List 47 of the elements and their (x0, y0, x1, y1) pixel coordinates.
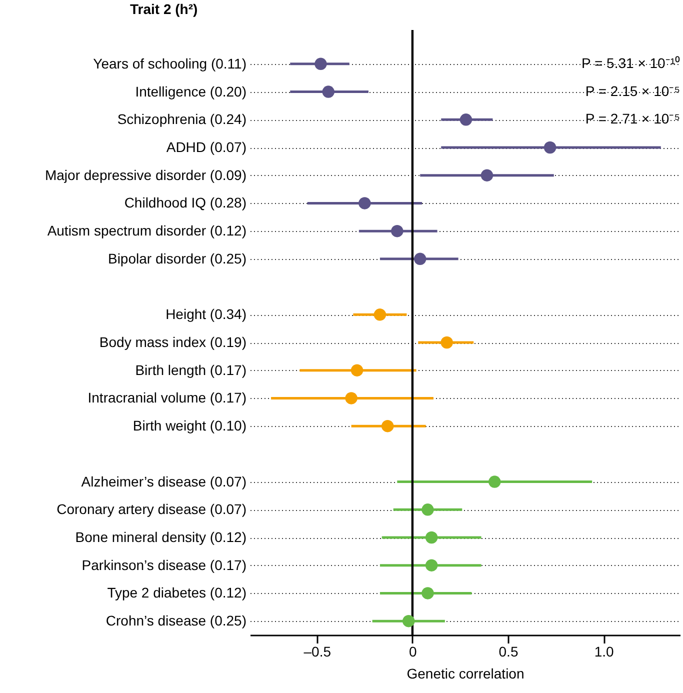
y-tick-label: Birth weight (0.10) (132, 418, 246, 434)
y-tick-label: Coronary artery disease (0.07) (56, 501, 246, 518)
point (422, 587, 434, 600)
point (345, 392, 358, 404)
y-tick-label: Major depressive disorder (0.09) (44, 166, 246, 183)
point (460, 114, 472, 126)
point (350, 364, 364, 376)
point (374, 308, 386, 321)
y-tick-label: ADHD (0.07) (166, 139, 246, 155)
y-tick-label: Autism spectrum disorder (0.12) (47, 222, 246, 239)
y-tick-label: Body mass index (0.19) (99, 334, 246, 350)
point (425, 559, 438, 572)
point (381, 420, 394, 432)
chart-title: Trait 2 (h²) (130, 0, 198, 17)
point (440, 336, 453, 349)
y-tick-label: Childhood IQ (0.28) (124, 194, 246, 211)
point (488, 476, 501, 488)
point (480, 169, 494, 182)
x-tick-label: 0.5 (498, 644, 518, 660)
point (391, 224, 404, 238)
y-tick-label: Crohn’s disease (0.25) (106, 612, 246, 629)
y-tick-label: Parkinson’s disease (0.17) (82, 556, 246, 573)
y-tick-label: Height (0.34) (166, 306, 246, 322)
point (314, 58, 327, 70)
point (425, 531, 438, 544)
point (358, 197, 371, 210)
annotation: P = 2.15 × 10⁻⁵ (585, 82, 680, 99)
annotation: P = 5.31 × 10⁻¹⁰ (582, 54, 680, 71)
y-tick-label: Schizophrenia (0.24) (117, 111, 246, 128)
x-tick-label: –0.5 (304, 644, 332, 660)
point (322, 86, 334, 98)
y-tick-label: Type 2 diabetes (0.12) (107, 584, 246, 601)
point (402, 614, 415, 628)
y-tick-label: Years of schooling (0.11) (93, 55, 246, 72)
y-tick-label: Intelligence (0.20) (135, 83, 246, 100)
y-tick-label: Birth length (0.17) (135, 362, 246, 378)
point (414, 252, 426, 266)
annotation: P = 2.71 × 10⁻⁵ (585, 110, 680, 127)
y-tick-label: Alzheimer’s disease (0.07) (81, 473, 246, 490)
x-tick-label: 1.0 (594, 644, 614, 660)
x-tick-label: 0 (409, 644, 418, 660)
y-tick-label: Intracranial volume (0.17) (88, 390, 246, 406)
point (422, 504, 434, 516)
y-tick-label: Bipolar disorder (0.25) (108, 250, 246, 266)
y-tick-label: Bone mineral density (0.12) (75, 529, 246, 545)
x-axis-title: Genetic correlation (406, 666, 524, 682)
point (544, 141, 556, 154)
